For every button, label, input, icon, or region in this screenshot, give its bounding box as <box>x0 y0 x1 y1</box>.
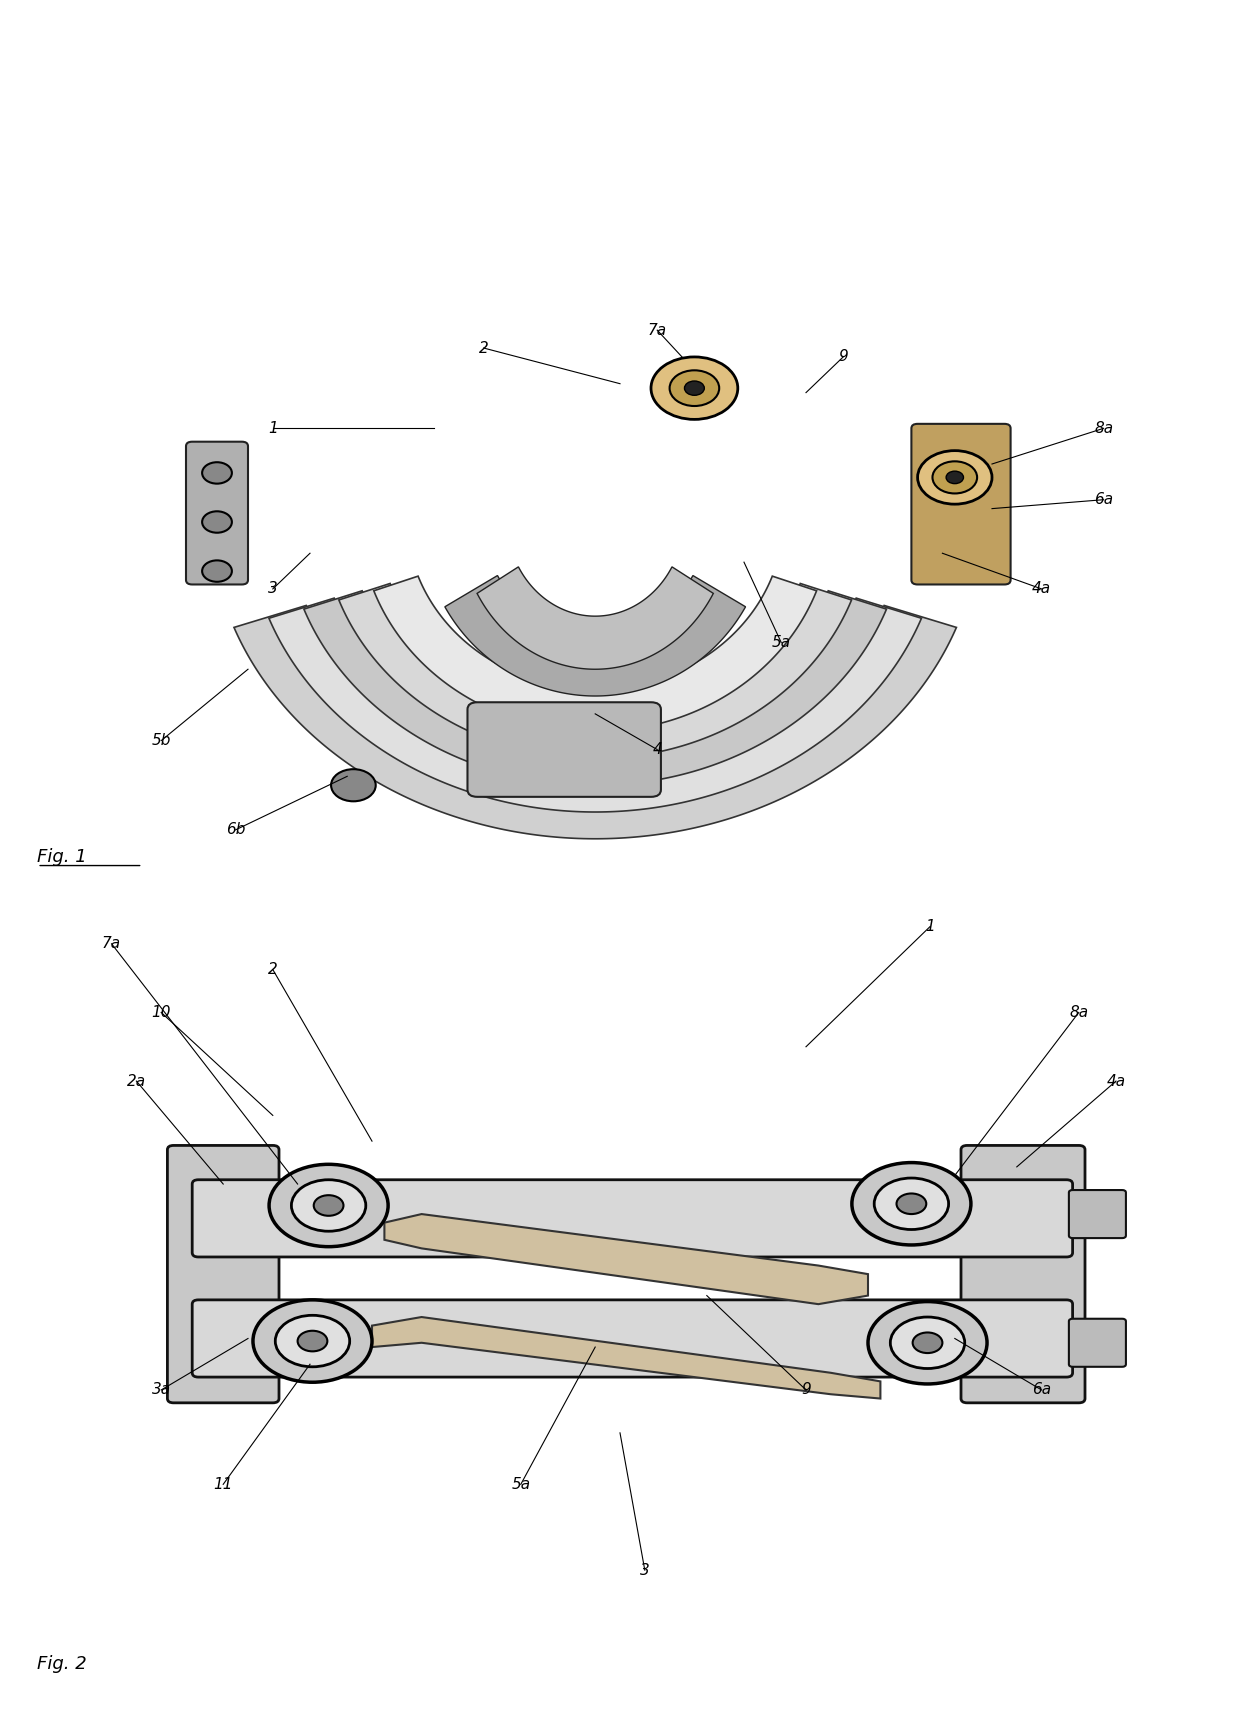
Text: 3: 3 <box>640 1563 650 1577</box>
Circle shape <box>918 451 992 505</box>
Text: 2a: 2a <box>126 1074 146 1088</box>
Circle shape <box>269 1165 388 1246</box>
Text: 9: 9 <box>838 350 848 364</box>
PathPatch shape <box>339 583 852 758</box>
Circle shape <box>932 462 977 494</box>
PathPatch shape <box>304 590 887 786</box>
Circle shape <box>874 1177 949 1229</box>
Circle shape <box>331 769 376 801</box>
Text: 3a: 3a <box>151 1383 171 1397</box>
Text: 2: 2 <box>268 963 278 976</box>
Circle shape <box>913 1332 942 1352</box>
Circle shape <box>314 1194 343 1215</box>
PathPatch shape <box>477 566 713 669</box>
PathPatch shape <box>372 1318 880 1399</box>
Text: 4a: 4a <box>1032 582 1052 597</box>
Text: 3: 3 <box>268 582 278 597</box>
Circle shape <box>202 462 232 484</box>
Text: 11: 11 <box>213 1477 233 1491</box>
Circle shape <box>670 371 719 407</box>
PathPatch shape <box>384 1215 868 1304</box>
FancyBboxPatch shape <box>911 424 1011 585</box>
FancyBboxPatch shape <box>167 1146 279 1404</box>
Text: 6a: 6a <box>1032 1383 1052 1397</box>
Text: 1: 1 <box>925 920 935 934</box>
FancyBboxPatch shape <box>192 1181 1073 1256</box>
Text: 7a: 7a <box>102 937 122 951</box>
Text: 9: 9 <box>801 1383 811 1397</box>
Text: 10: 10 <box>151 1006 171 1019</box>
Text: Fig. 2: Fig. 2 <box>37 1656 87 1673</box>
Circle shape <box>946 472 963 484</box>
Text: Fig. 1: Fig. 1 <box>37 848 87 865</box>
Circle shape <box>897 1194 926 1215</box>
Text: 4a: 4a <box>1106 1074 1126 1088</box>
Text: 5a: 5a <box>511 1477 531 1491</box>
FancyBboxPatch shape <box>961 1146 1085 1404</box>
Circle shape <box>275 1314 350 1366</box>
Circle shape <box>684 381 704 395</box>
Text: 4: 4 <box>652 741 662 757</box>
Text: 8a: 8a <box>1069 1006 1089 1019</box>
Text: 2: 2 <box>479 340 489 355</box>
FancyBboxPatch shape <box>1069 1191 1126 1239</box>
Circle shape <box>202 511 232 532</box>
PathPatch shape <box>269 599 921 812</box>
Circle shape <box>291 1181 366 1232</box>
FancyBboxPatch shape <box>1069 1318 1126 1366</box>
Text: 7a: 7a <box>647 323 667 338</box>
Text: 5b: 5b <box>151 733 171 748</box>
PathPatch shape <box>445 575 745 697</box>
FancyBboxPatch shape <box>192 1301 1073 1376</box>
Circle shape <box>890 1318 965 1369</box>
Text: 6b: 6b <box>226 822 246 837</box>
Circle shape <box>868 1301 987 1383</box>
Text: 6a: 6a <box>1094 492 1114 508</box>
Text: 8a: 8a <box>1094 420 1114 436</box>
PathPatch shape <box>373 577 817 731</box>
Circle shape <box>852 1163 971 1246</box>
FancyBboxPatch shape <box>186 441 248 585</box>
Circle shape <box>253 1301 372 1383</box>
FancyBboxPatch shape <box>467 702 661 796</box>
Circle shape <box>298 1332 327 1352</box>
Text: 5a: 5a <box>771 635 791 650</box>
Circle shape <box>202 561 232 582</box>
PathPatch shape <box>234 606 956 839</box>
Circle shape <box>651 357 738 419</box>
Text: 1: 1 <box>268 420 278 436</box>
